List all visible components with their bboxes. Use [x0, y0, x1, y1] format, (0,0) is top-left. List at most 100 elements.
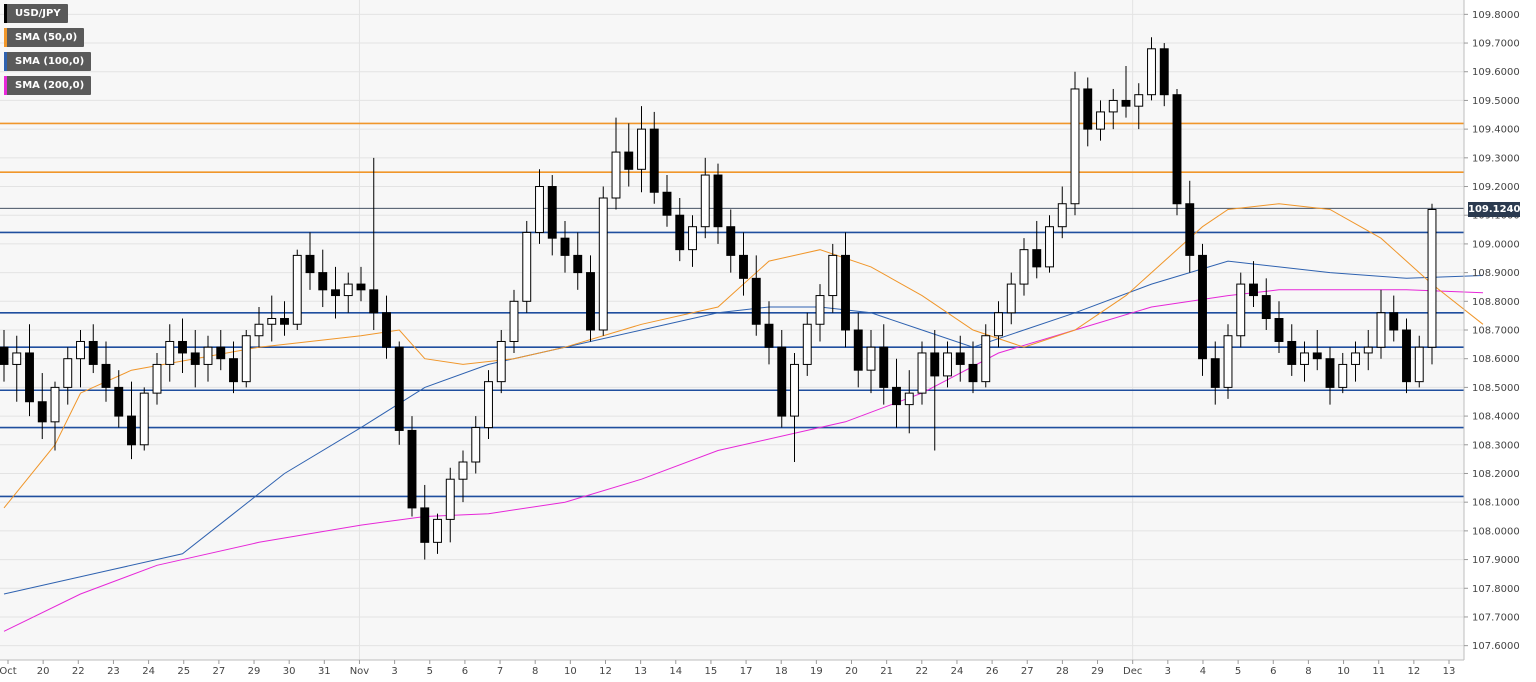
- x-tick-label: 10: [1337, 666, 1350, 677]
- candle-down: [280, 318, 289, 325]
- candle-up: [471, 427, 481, 463]
- x-tick-label: Nov: [350, 666, 370, 677]
- x-tick-label: 14: [669, 666, 682, 677]
- candle-up: [1147, 48, 1156, 96]
- candle-down: [1389, 312, 1399, 331]
- candle-down: [394, 346, 404, 431]
- x-tick-label: 29: [248, 666, 261, 677]
- y-tick-label: 108.4000: [1472, 412, 1520, 423]
- legend-item-sma100[interactable]: SMA (100,0): [4, 52, 92, 71]
- candle-down: [1261, 295, 1271, 320]
- y-tick-label: 109.6000: [1472, 67, 1520, 78]
- candle-up: [165, 340, 175, 365]
- candle-down: [573, 254, 583, 274]
- candle-down: [1274, 318, 1284, 342]
- y-tick-label: 107.7000: [1472, 612, 1520, 623]
- candle-up: [433, 518, 442, 543]
- candle-up: [815, 295, 825, 325]
- y-tick-label: 108.3000: [1472, 440, 1520, 451]
- legend-swatch-sma100: [4, 52, 7, 71]
- candle-down: [101, 363, 111, 388]
- candle-down: [968, 363, 978, 383]
- candle-up: [994, 312, 1003, 337]
- candle-up: [76, 340, 85, 360]
- candle-down: [382, 312, 391, 348]
- candle-up: [828, 254, 838, 297]
- candle-up: [904, 392, 914, 406]
- y-tick-label: 109.3000: [1472, 153, 1520, 164]
- legend-item-sma200[interactable]: SMA (200,0): [4, 76, 92, 95]
- candle-up: [203, 346, 213, 365]
- candle-down: [318, 272, 328, 291]
- candle-down: [1402, 329, 1411, 383]
- candle-down: [0, 346, 9, 365]
- candle-up: [267, 318, 277, 325]
- candle-down: [586, 272, 595, 331]
- candle-down: [88, 340, 98, 365]
- candle-up: [445, 478, 455, 520]
- candle-up: [1300, 352, 1309, 365]
- candle-down: [764, 323, 774, 348]
- y-tick-label: 109.8000: [1472, 10, 1520, 21]
- y-axis-ticks: 109.8000 109.7000 109.6000 109.5000 109.4000…: [1464, 10, 1520, 652]
- candle-down: [229, 358, 238, 383]
- x-tick-label: 22: [915, 666, 928, 677]
- legend-item-sma50[interactable]: SMA (50,0): [4, 28, 85, 47]
- candle-down: [127, 415, 136, 446]
- candle-up: [241, 335, 251, 383]
- x-tick-label: 13: [1443, 666, 1456, 677]
- x-tick-label: 3: [1165, 666, 1171, 677]
- x-tick-label: 30: [283, 666, 296, 677]
- x-tick-label: 17: [740, 666, 753, 677]
- candle-down: [751, 277, 761, 325]
- candle-up: [139, 392, 149, 446]
- y-tick-label: 109.4000: [1472, 125, 1520, 136]
- candle-down: [331, 289, 340, 297]
- x-tick-label: 6: [1270, 666, 1276, 677]
- candle-down: [892, 386, 901, 406]
- x-axis-ticks: Oct 20 22 23 24 25 27 29 30 31 Nov 3 5 6 7 8 10 12 13 14 15 1…: [0, 660, 1455, 677]
- candle-up: [1414, 346, 1424, 383]
- candle-up: [1108, 99, 1118, 113]
- candle-down: [1083, 88, 1093, 130]
- candle-down: [114, 386, 124, 417]
- candle-up: [1223, 335, 1233, 388]
- candle-up: [802, 323, 812, 365]
- candle-up: [700, 174, 710, 228]
- x-tick-label: 21: [880, 666, 893, 677]
- x-tick-label: 18: [775, 666, 788, 677]
- candle-up: [50, 386, 60, 423]
- candle-up: [1376, 312, 1386, 348]
- candle-down: [190, 352, 200, 365]
- grid-lines: [0, 0, 1464, 660]
- x-tick-label: 7: [497, 666, 503, 677]
- candle-up: [1363, 346, 1373, 354]
- candle-up: [1338, 363, 1348, 388]
- candle-up: [509, 300, 519, 342]
- x-tick-label: 12: [599, 666, 612, 677]
- sma50-line: [3, 203, 1484, 509]
- candle-up: [343, 283, 353, 297]
- moving-averages: [3, 203, 1484, 632]
- x-tick-label: 20: [845, 666, 858, 677]
- x-tick-label: 20: [37, 666, 50, 677]
- x-tick-label: 5: [427, 666, 433, 677]
- candle-up: [1134, 94, 1144, 107]
- x-tick-label: 13: [634, 666, 647, 677]
- candle-down: [713, 174, 723, 228]
- candle-down: [879, 346, 889, 388]
- legend-label: SMA (200,0): [15, 80, 85, 91]
- candle-up: [1006, 283, 1016, 314]
- candle-down: [547, 186, 557, 239]
- legend-label: USD/JPY: [15, 8, 61, 19]
- candle-up: [152, 363, 162, 394]
- candle-up: [790, 363, 799, 417]
- candle-down: [1198, 254, 1207, 360]
- candle-up: [1057, 203, 1067, 228]
- x-tick-label: 3: [391, 666, 397, 677]
- legend-swatch-sma200: [4, 76, 7, 95]
- candle-down: [1032, 249, 1042, 268]
- y-tick-label: 108.5000: [1472, 383, 1520, 394]
- candle-down: [930, 352, 940, 377]
- legend-item-usdjpy[interactable]: USD/JPY: [4, 4, 68, 23]
